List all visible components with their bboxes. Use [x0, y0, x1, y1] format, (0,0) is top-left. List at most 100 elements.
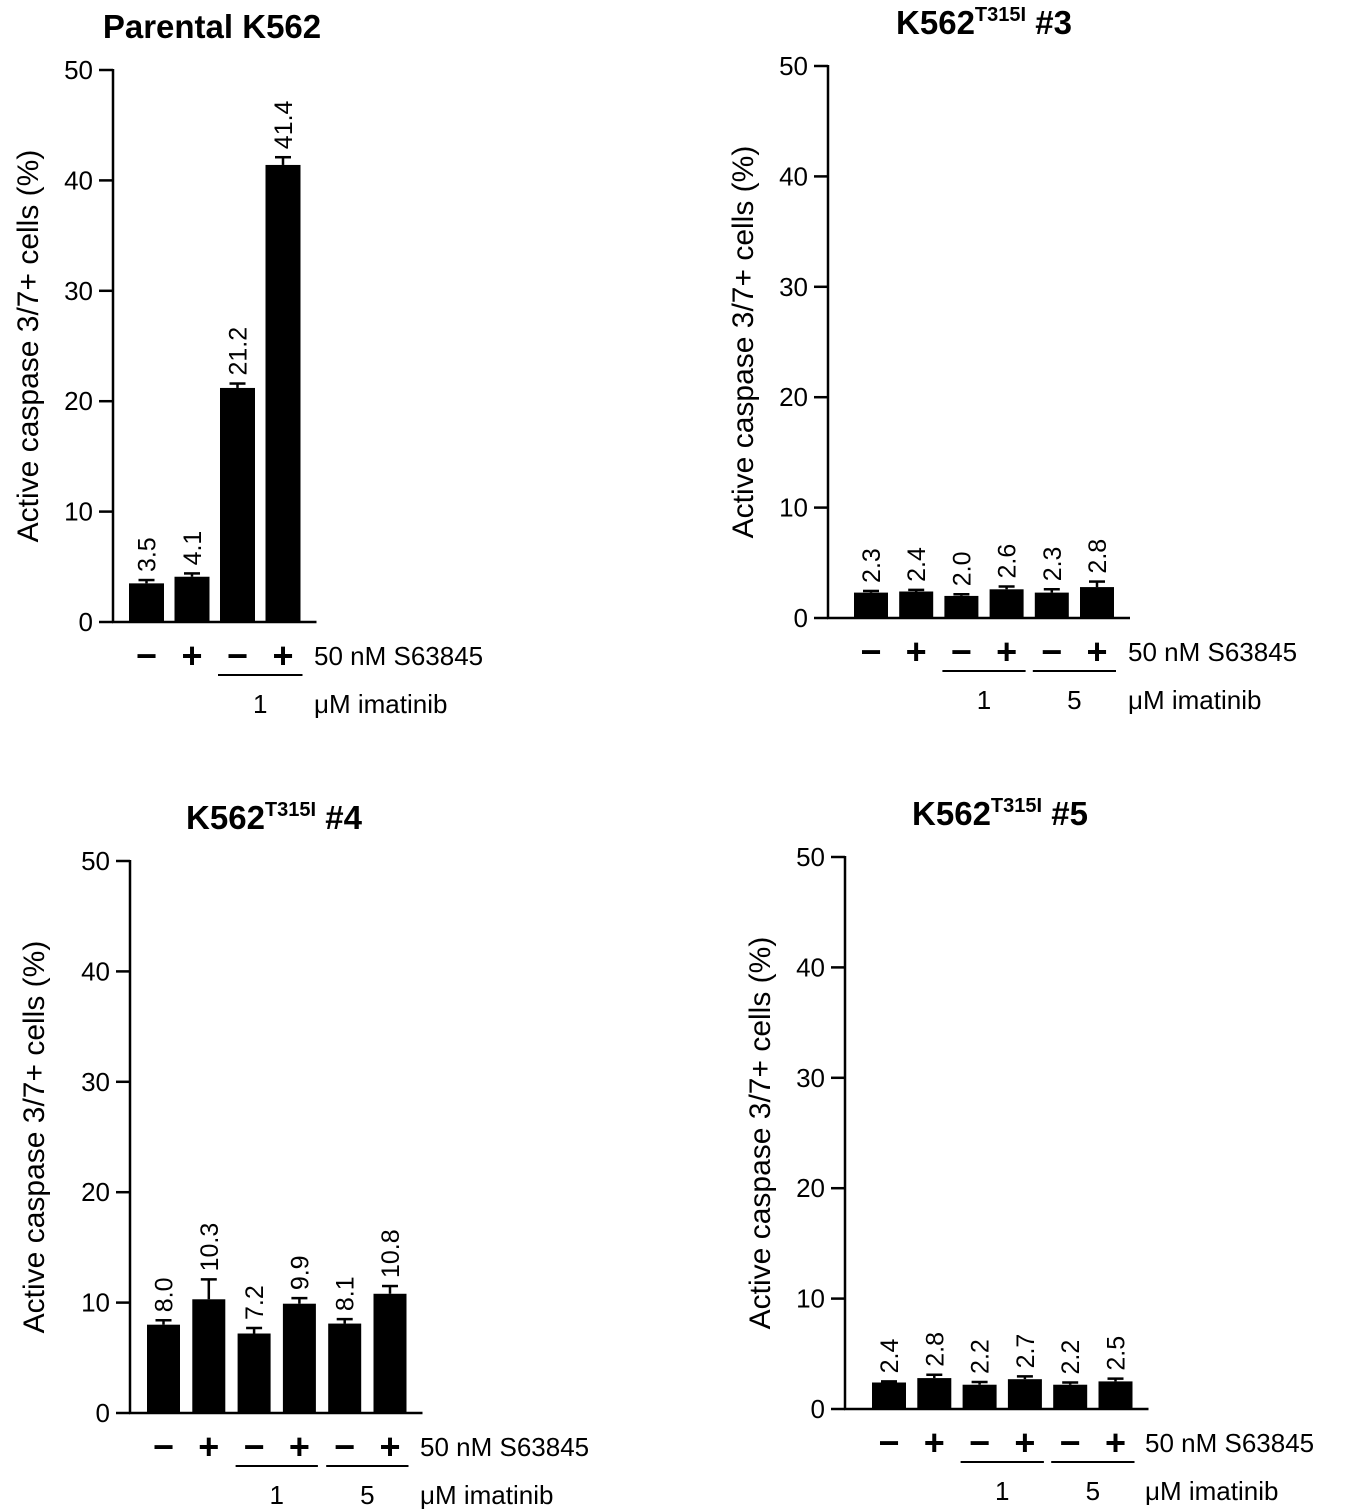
chart-panel-1: Parental K562 Active caspase 3/7+ cells (…	[12, 8, 483, 719]
bar-value-label: 21.2	[225, 327, 253, 376]
y-tick-label: 40	[779, 161, 808, 191]
chart-title: Parental K562	[103, 8, 321, 45]
imatinib-row-label: μM imatinib	[314, 689, 447, 719]
bar-value-label: 10.8	[377, 1229, 405, 1278]
y-tick-label: 50	[779, 51, 808, 81]
s63845-row-label: 50 nM S63845	[1128, 637, 1297, 667]
bar	[1053, 1384, 1088, 1409]
bar-value-label: 2.8	[1084, 539, 1112, 574]
bar	[872, 1382, 906, 1409]
bar	[962, 1384, 997, 1409]
treatment-sign: −	[1060, 1422, 1081, 1463]
imatinib-row-label: μM imatinib	[1128, 685, 1261, 715]
bar-value-label: 8.1	[332, 1276, 360, 1311]
bar	[282, 1303, 316, 1413]
bar-value-label: 2.8	[921, 1332, 949, 1367]
s63845-row-label: 50 nM S63845	[420, 1432, 589, 1462]
bar	[129, 583, 164, 622]
bar-value-label: 4.1	[179, 531, 207, 566]
bar-value-label: 7.2	[241, 1285, 269, 1320]
y-tick-label: 10	[779, 493, 808, 523]
bar	[944, 595, 979, 618]
treatment-sign: +	[1014, 1422, 1035, 1463]
treatment-sign: −	[227, 635, 248, 676]
y-tick-label: 20	[796, 1173, 825, 1203]
treatment-sign: −	[860, 631, 881, 672]
chart-title-superscript: T315I	[975, 4, 1026, 26]
y-tick-label: 10	[64, 497, 93, 527]
y-tick-label: 40	[64, 165, 93, 195]
bar	[147, 1324, 180, 1413]
bar-value-label: 41.4	[270, 100, 298, 149]
treatment-sign: −	[153, 1426, 174, 1467]
bar	[899, 591, 934, 618]
y-tick-label: 30	[81, 1067, 110, 1097]
imatinib-dose-label: 1	[995, 1476, 1009, 1506]
treatment-sign: +	[198, 1426, 219, 1467]
chart-title-superscript: T315I	[991, 795, 1042, 817]
bar-value-label: 2.5	[1103, 1336, 1131, 1371]
bar	[220, 387, 255, 622]
y-axis-label: Active caspase 3/7+ cells (%)	[727, 146, 760, 539]
y-tick-label: 50	[81, 846, 110, 876]
y-tick-label: 0	[79, 607, 93, 637]
treatment-sign: +	[924, 1422, 945, 1463]
y-tick-label: 30	[64, 276, 93, 306]
treatment-sign: +	[996, 631, 1017, 672]
bar-value-label: 2.3	[1039, 547, 1067, 582]
bar-value-label: 2.7	[1012, 1334, 1040, 1369]
bar	[328, 1323, 362, 1413]
imatinib-row-label: μM imatinib	[1145, 1476, 1278, 1506]
chart-panel-4: K562T315I #5 Active caspase 3/7+ cells (%…	[744, 795, 1314, 1506]
treatment-sign: −	[244, 1426, 265, 1467]
treatment-sign: −	[951, 631, 972, 672]
s63845-row-label: 50 nM S63845	[314, 641, 483, 671]
y-axis-label: Active caspase 3/7+ cells (%)	[12, 150, 45, 543]
y-tick-label: 10	[796, 1284, 825, 1314]
bar-value-label: 2.4	[903, 547, 931, 582]
chart-title-suffix: #3	[1026, 4, 1072, 41]
treatment-sign: +	[1086, 631, 1107, 672]
treatment-sign: −	[136, 635, 157, 676]
y-tick-label: 30	[779, 272, 808, 302]
bar	[192, 1299, 226, 1413]
y-tick-label: 10	[81, 1288, 110, 1318]
treatment-sign: +	[181, 635, 202, 676]
bar-value-label: 2.3	[858, 548, 886, 583]
bar-value-label: 2.2	[1057, 1340, 1085, 1375]
treatment-sign: −	[878, 1422, 899, 1463]
treatment-sign: +	[289, 1426, 310, 1467]
bar-value-label: 2.0	[948, 551, 976, 586]
treatment-sign: −	[1041, 631, 1062, 672]
chart-title-base: K562	[912, 795, 991, 832]
imatinib-row-label: μM imatinib	[420, 1480, 553, 1510]
chart-title-superscript: T315I	[265, 799, 316, 821]
bar	[174, 576, 210, 622]
bar	[1007, 1379, 1042, 1409]
chart-panel-3: K562T315I #4 Active caspase 3/7+ cells (%…	[18, 799, 589, 1510]
treatment-sign: −	[969, 1422, 990, 1463]
imatinib-dose-label: 1	[977, 685, 991, 715]
y-tick-label: 0	[96, 1398, 110, 1428]
chart-title: K562T315I #4	[186, 799, 363, 836]
chart-title-base: Parental K562	[103, 8, 321, 45]
bar	[917, 1378, 952, 1409]
treatment-sign: +	[906, 631, 927, 672]
y-tick-label: 20	[81, 1177, 110, 1207]
y-tick-label: 0	[811, 1394, 825, 1424]
imatinib-dose-label: 5	[360, 1480, 374, 1510]
bar	[265, 164, 301, 622]
y-tick-label: 30	[796, 1063, 825, 1093]
chart-title-base: K562	[186, 799, 265, 836]
bar-value-label: 2.2	[967, 1339, 995, 1374]
bar-value-label: 2.4	[876, 1339, 904, 1374]
bar-value-label: 9.9	[286, 1255, 314, 1290]
bar-value-label: 2.6	[994, 544, 1022, 579]
chart-title-suffix: #4	[316, 799, 363, 836]
imatinib-dose-label: 1	[253, 689, 267, 719]
chart-title: K562T315I #5	[912, 795, 1088, 832]
imatinib-dose-label: 1	[270, 1480, 284, 1510]
y-tick-label: 0	[794, 603, 808, 633]
bar	[237, 1333, 271, 1413]
